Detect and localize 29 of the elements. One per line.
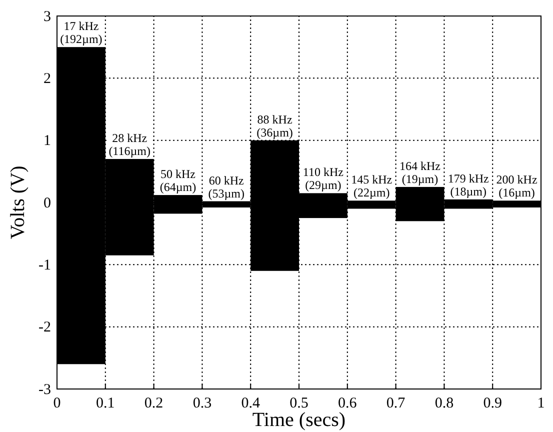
x-tick-label: 1 [537,396,545,412]
x-tick-label: 0.7 [386,396,406,412]
annotation: 179 kHz (18µm) [448,171,489,198]
x-tick-label: 0.5 [290,396,308,412]
y-tick-label: -3 [38,382,51,398]
y-tick-label: 3 [44,8,51,25]
annotation: 60 kHz (53µm) [208,173,245,200]
y-tick-label: -1 [38,257,51,274]
x-tick-label: 0.3 [192,396,212,412]
annotation: 200 kHz (16µm) [496,172,538,200]
annotation: 164 kHz (19µm) [400,158,440,186]
x-tick-label: 0.1 [96,396,115,412]
y-tick-label: 2 [44,70,51,87]
x-tick-label: 0.8 [434,396,454,412]
y-tick-label: -2 [38,320,51,336]
annotation: 50 kHz (64µm) [160,167,196,194]
y-tick-label: 0 [44,195,51,212]
x-axis-title: Time (secs) [252,409,346,431]
annotation: 110 kHz (29µm) [302,165,344,192]
x-tick-label: 0.9 [483,396,502,412]
annotation: 145 kHz (22µm) [351,172,392,200]
annotation: 28 kHz (116µm) [108,130,150,158]
y-axis-title: Volts (V) [7,166,29,240]
annotation: 88 kHz (36µm) [256,112,293,140]
annotation: 17 kHz (192µm) [60,19,102,46]
x-tick-label: 0.6 [338,396,358,412]
y-tick-label: 1 [44,133,51,150]
x-tick-label: 0.4 [241,396,260,412]
x-tick-label: 0.2 [144,396,164,412]
